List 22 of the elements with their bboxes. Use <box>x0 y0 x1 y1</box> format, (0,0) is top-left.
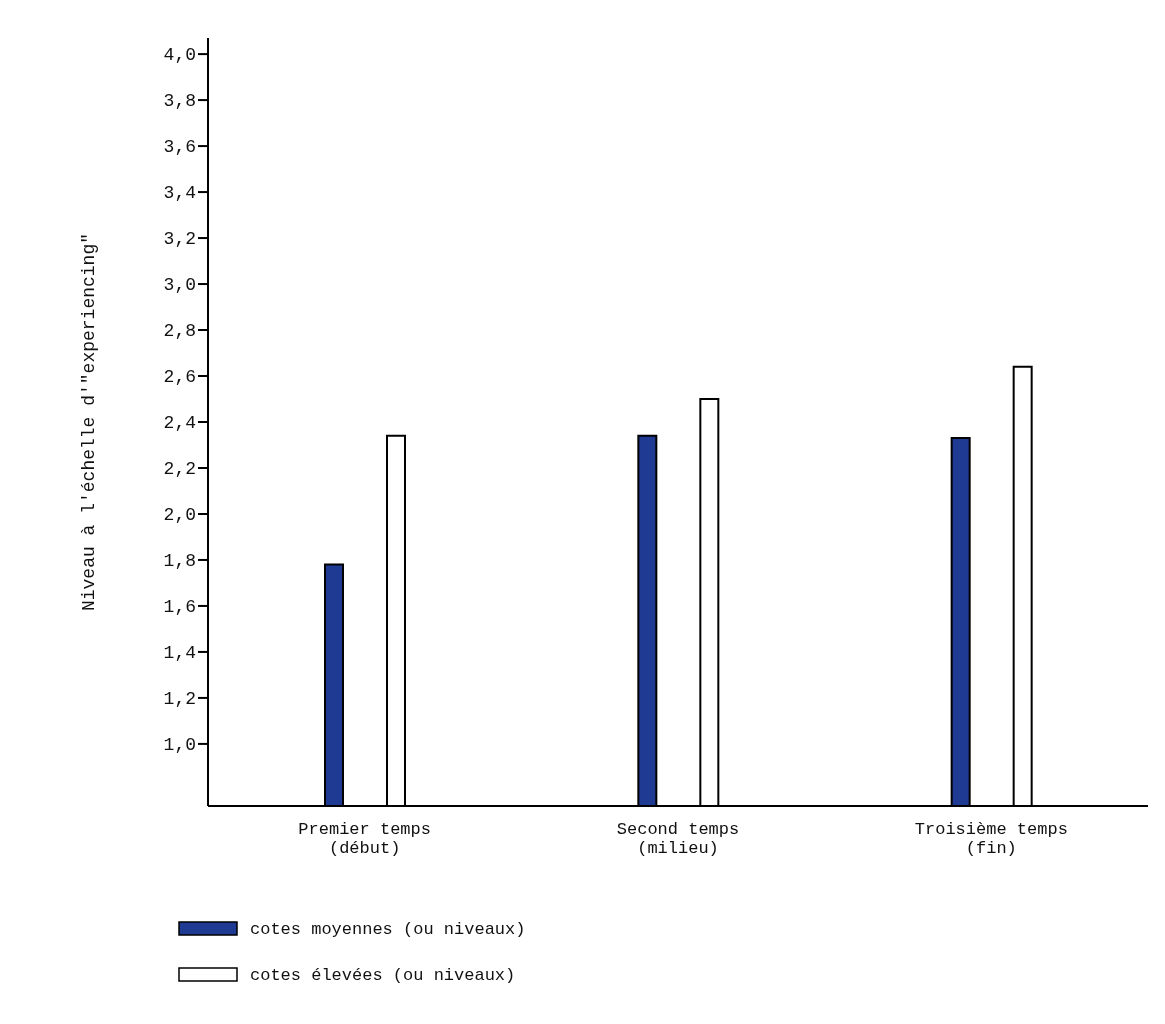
x-tick-label: Second temps (milieu) <box>616 820 740 858</box>
y-tick-label: 3,8 <box>163 91 196 112</box>
y-tick-label: 1,4 <box>163 643 196 664</box>
y-tick-label: 1,0 <box>163 735 196 756</box>
legend-label: cotes moyennes (ou niveaux) <box>250 919 526 939</box>
x-tick-label: Premier temps (début) <box>298 820 431 858</box>
y-tick-label: 3,2 <box>163 229 196 250</box>
y-tick-label: 2,4 <box>163 413 196 434</box>
legend-label: cotes élevées (ou niveaux) <box>250 965 516 985</box>
x-tick-label: Troisième temps (fin) <box>914 820 1068 858</box>
y-tick-label: 3,4 <box>163 183 196 204</box>
y-tick-label: 1,8 <box>163 551 196 572</box>
y-tick-label: 3,6 <box>163 137 196 158</box>
y-tick-label: 2,0 <box>163 505 196 526</box>
y-tick-label: 2,2 <box>163 459 196 480</box>
y-tick-label: 4,0 <box>163 45 196 66</box>
y-tick-label: 1,6 <box>163 597 196 618</box>
y-tick-label: 1,2 <box>163 689 196 710</box>
y-tick-label: 2,8 <box>163 321 196 342</box>
y-tick-label: 2,6 <box>163 367 196 388</box>
y-axis-title: Niveau à l'échelle d'"experiencing" <box>79 232 100 612</box>
y-tick-label: 3,0 <box>163 275 196 296</box>
